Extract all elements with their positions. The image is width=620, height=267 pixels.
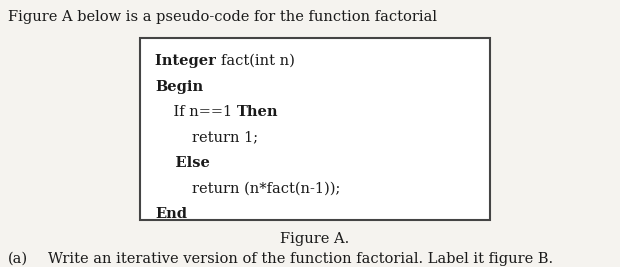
Bar: [140, 38, 490, 220]
Text: End: End: [155, 207, 187, 221]
Text: Integer: Integer: [155, 54, 221, 68]
Text: (a): (a): [8, 252, 28, 266]
Text: Else: Else: [155, 156, 210, 170]
Text: Begin: Begin: [155, 80, 203, 93]
Text: Figure A.: Figure A.: [280, 232, 350, 246]
Text: If n==1: If n==1: [155, 105, 237, 119]
Text: return (n*fact(n-1));: return (n*fact(n-1));: [155, 182, 340, 195]
Text: fact(int n): fact(int n): [221, 54, 295, 68]
Text: Write an iterative version of the function factorial. Label it figure B.: Write an iterative version of the functi…: [48, 252, 553, 266]
Text: return 1;: return 1;: [155, 131, 258, 144]
Text: Then: Then: [237, 105, 278, 119]
Text: Figure A below is a pseudo-code for the function factorial: Figure A below is a pseudo-code for the …: [8, 10, 437, 24]
